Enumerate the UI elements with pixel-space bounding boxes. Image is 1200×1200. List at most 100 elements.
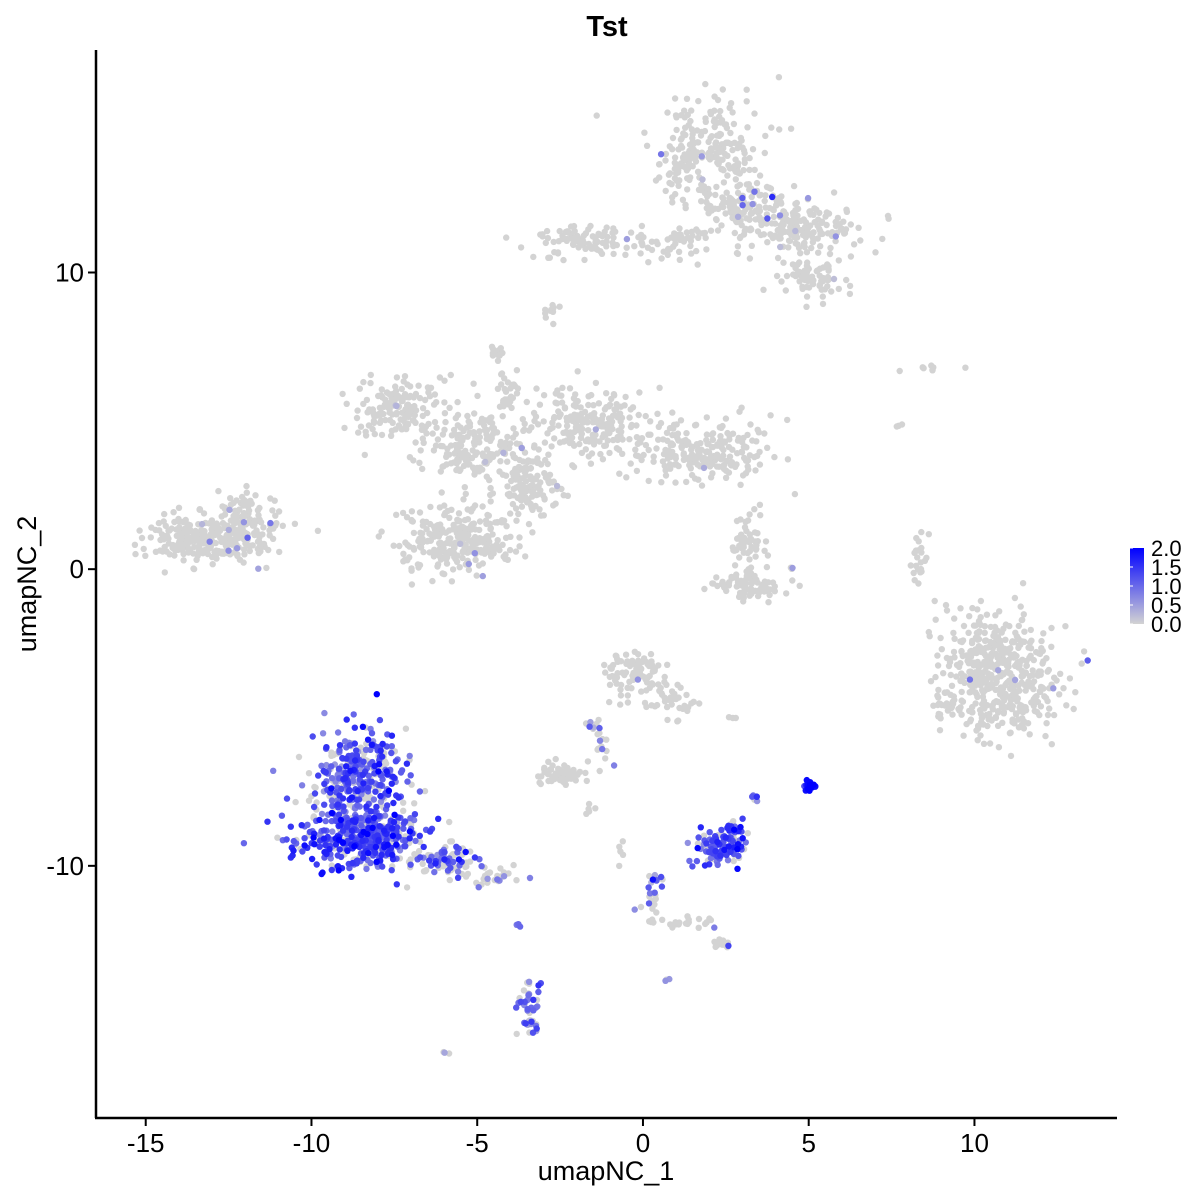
cell-point (551, 774, 558, 781)
cell-point (724, 172, 731, 179)
cell-point (722, 467, 730, 474)
cell-point (1008, 702, 1016, 710)
cell-point (566, 434, 573, 442)
cell-point (746, 511, 753, 518)
cell-point (352, 818, 359, 825)
cell-point (669, 194, 676, 201)
cell-point (453, 460, 460, 467)
cell-point (437, 468, 444, 475)
cell-point (401, 843, 408, 850)
cell-point (668, 688, 676, 695)
cell-point (743, 527, 750, 535)
cell-point (503, 523, 510, 530)
cell-point (717, 852, 724, 859)
cell-point (782, 287, 789, 294)
cell-point (634, 651, 642, 658)
cell-point (407, 772, 414, 779)
cell-point (783, 272, 791, 280)
cell-point (835, 257, 842, 264)
cell-point (760, 286, 767, 293)
cell-point (662, 150, 670, 158)
cell-point (431, 418, 439, 426)
cell-point (507, 393, 515, 400)
cell-point (579, 419, 587, 426)
cell-point (311, 841, 318, 848)
cell-point (1016, 704, 1023, 711)
cell-point (1080, 648, 1088, 655)
cell-point (614, 436, 621, 444)
cell-point (741, 589, 748, 597)
cell-point (587, 460, 595, 467)
cell-point (465, 566, 473, 574)
cell-point (638, 456, 645, 464)
cell-point (389, 851, 396, 859)
cell-point (599, 456, 607, 463)
cell-point (379, 753, 386, 760)
cell-point (407, 815, 414, 822)
cell-point (896, 367, 903, 375)
cell-point (403, 514, 411, 521)
cell-point (465, 418, 472, 425)
cell-point (478, 863, 485, 870)
cell-point (743, 580, 750, 587)
cell-point (764, 444, 771, 451)
cell-point (319, 869, 326, 876)
cell-point (585, 401, 592, 409)
cell-point (669, 146, 676, 153)
cell-point (1004, 669, 1011, 676)
cell-point (661, 673, 668, 681)
cell-point (701, 127, 709, 135)
cell-point (342, 774, 349, 782)
cell-point (610, 762, 618, 769)
cell-point (711, 924, 718, 931)
cell-point (791, 490, 799, 498)
cell-point (993, 698, 1000, 705)
cell-point (461, 545, 468, 552)
cell-point (138, 534, 146, 542)
cell-point (410, 546, 418, 553)
cell-point (560, 256, 567, 264)
cell-point (846, 282, 854, 290)
cell-point (555, 238, 562, 245)
cell-point (680, 456, 688, 463)
cell-point (747, 421, 754, 428)
cell-point (1015, 622, 1022, 630)
cell-point (679, 705, 687, 712)
cell-point (439, 431, 447, 438)
cell-point (482, 458, 489, 466)
cell-point (1028, 699, 1035, 706)
cell-point (958, 688, 965, 696)
cell-point (649, 681, 656, 688)
cell-point (755, 429, 762, 436)
cell-point (1060, 685, 1067, 692)
cell-point (673, 177, 681, 185)
cell-point (734, 213, 742, 220)
cell-point (676, 236, 684, 244)
cell-point (847, 221, 854, 228)
cell-point (535, 982, 542, 989)
cell-point (988, 717, 995, 724)
cell-point (585, 240, 592, 248)
cell-point (691, 475, 699, 482)
cell-point (789, 564, 796, 572)
cell-point (433, 424, 440, 431)
cell-point (710, 118, 718, 125)
cell-point (746, 154, 753, 162)
cell-point (547, 425, 554, 433)
cell-point (196, 506, 203, 513)
cell-point (359, 837, 366, 844)
cell-point (688, 126, 695, 133)
cell-point (502, 551, 509, 558)
cell-point (541, 495, 548, 502)
cell-point (734, 189, 742, 197)
cell-point (326, 846, 333, 853)
cell-point (534, 455, 541, 462)
cell-point (982, 677, 990, 684)
cell-point (509, 500, 517, 508)
cell-point (703, 919, 710, 926)
cell-point (664, 455, 671, 462)
cell-point (372, 843, 380, 851)
cell-point (461, 484, 468, 491)
cell-point (393, 841, 400, 848)
cell-point (406, 835, 413, 842)
